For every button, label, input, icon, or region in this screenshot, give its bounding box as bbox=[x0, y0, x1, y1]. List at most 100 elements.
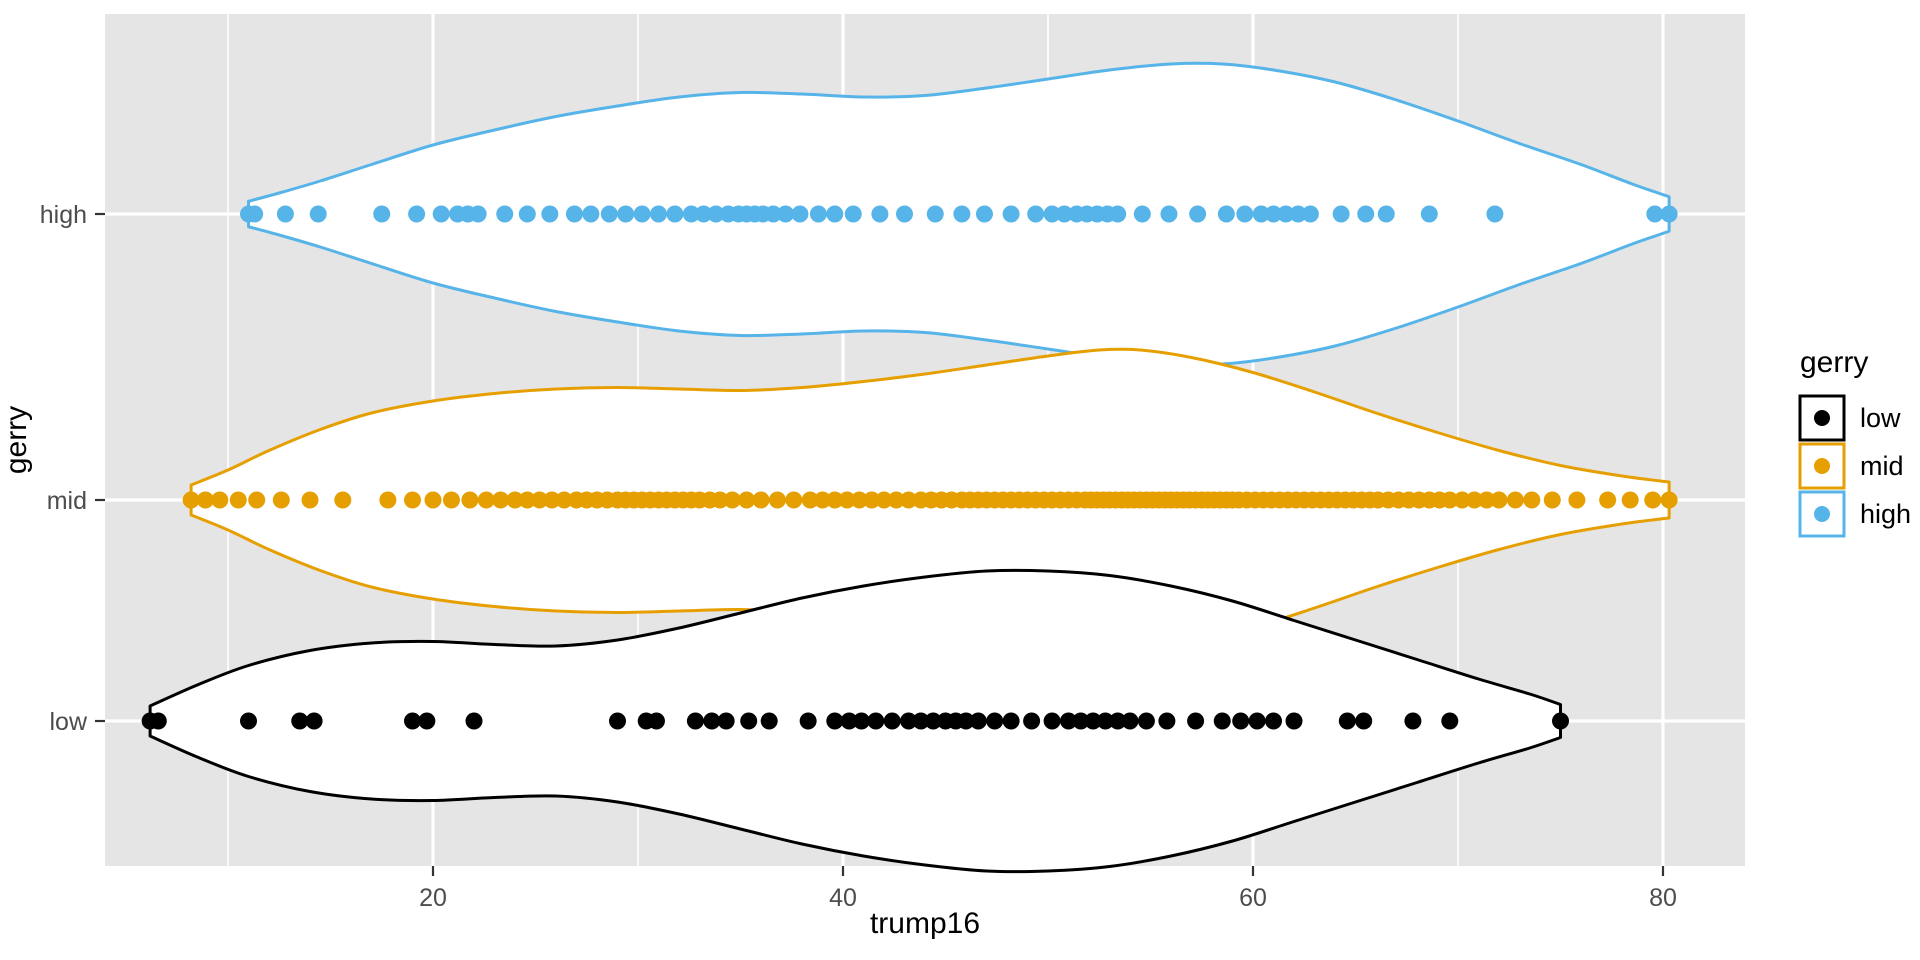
data-point bbox=[896, 205, 913, 223]
data-point bbox=[953, 205, 971, 223]
legend-item-mid[interactable]: mid bbox=[1798, 442, 1904, 490]
data-point bbox=[801, 491, 819, 509]
data-point bbox=[565, 205, 583, 223]
data-point bbox=[986, 712, 1004, 730]
data-point bbox=[650, 205, 667, 223]
data-point bbox=[1552, 712, 1569, 730]
data-point bbox=[432, 205, 450, 223]
data-point bbox=[246, 205, 264, 223]
data-point bbox=[826, 712, 844, 730]
data-point bbox=[309, 205, 327, 223]
data-point bbox=[531, 491, 549, 509]
data-point bbox=[229, 491, 247, 509]
violin-shapes-layer bbox=[148, 61, 1671, 874]
data-point bbox=[1023, 712, 1041, 730]
data-point bbox=[912, 712, 930, 730]
data-point bbox=[1599, 491, 1617, 509]
x-tick-label: 20 bbox=[419, 884, 447, 912]
data-point bbox=[840, 712, 858, 730]
data-point bbox=[1217, 205, 1235, 223]
data-point bbox=[1060, 712, 1077, 730]
data-point bbox=[633, 205, 651, 223]
data-point bbox=[717, 712, 735, 730]
data-point bbox=[1523, 491, 1541, 509]
data-point bbox=[1109, 205, 1127, 223]
y-tick-label-low: low bbox=[49, 708, 87, 736]
legend-key-dot-low bbox=[1814, 410, 1830, 426]
data-point bbox=[1002, 205, 1020, 223]
x-tick-label: 80 bbox=[1649, 884, 1677, 912]
x-axis-title: trump16 bbox=[870, 907, 980, 940]
data-point bbox=[1543, 491, 1561, 509]
data-point bbox=[408, 205, 426, 223]
data-point bbox=[477, 491, 495, 509]
data-point bbox=[703, 712, 721, 730]
data-point bbox=[1441, 491, 1459, 509]
legend-label-mid: mid bbox=[1860, 451, 1904, 481]
data-point bbox=[768, 491, 786, 509]
data-point bbox=[826, 491, 844, 509]
data-point bbox=[900, 491, 918, 509]
points-group-high bbox=[240, 205, 1678, 223]
data-point bbox=[852, 712, 870, 730]
data-point bbox=[518, 205, 536, 223]
data-point bbox=[276, 205, 294, 223]
data-point bbox=[1465, 491, 1483, 509]
data-point bbox=[492, 491, 510, 509]
data-point bbox=[682, 205, 700, 223]
data-point bbox=[1289, 205, 1307, 223]
data-point bbox=[1213, 712, 1231, 730]
data-point bbox=[418, 712, 436, 730]
data-point bbox=[924, 712, 942, 730]
data-point bbox=[1478, 491, 1496, 509]
data-point bbox=[1277, 205, 1295, 223]
data-point bbox=[1660, 491, 1678, 509]
data-point bbox=[785, 491, 803, 509]
data-point bbox=[1121, 712, 1139, 730]
data-point bbox=[711, 491, 729, 509]
data-point bbox=[814, 491, 831, 509]
data-point bbox=[334, 491, 352, 509]
data-point bbox=[1506, 491, 1524, 509]
data-point bbox=[900, 712, 918, 730]
data-point bbox=[442, 491, 460, 509]
data-point bbox=[379, 491, 397, 509]
data-point bbox=[1377, 205, 1395, 223]
data-point bbox=[404, 491, 421, 509]
data-point bbox=[1265, 205, 1282, 223]
data-point bbox=[469, 205, 487, 223]
data-point bbox=[240, 712, 257, 730]
legend-item-low[interactable]: low bbox=[1798, 394, 1901, 442]
data-point bbox=[1043, 712, 1061, 730]
data-point bbox=[291, 712, 309, 730]
data-point bbox=[826, 205, 844, 223]
x-tick-label: 40 bbox=[829, 884, 857, 912]
data-point bbox=[723, 491, 741, 509]
data-point bbox=[465, 712, 483, 730]
data-point bbox=[838, 491, 856, 509]
data-point bbox=[975, 205, 993, 223]
data-point bbox=[182, 491, 200, 509]
legend-layer: gerry low mid high bbox=[1798, 346, 1911, 538]
data-point bbox=[926, 205, 944, 223]
legend-item-high[interactable]: high bbox=[1798, 490, 1911, 538]
data-point bbox=[1285, 712, 1303, 730]
data-point bbox=[850, 491, 868, 509]
y-tick-label-high: high bbox=[40, 201, 87, 229]
data-point bbox=[1043, 205, 1061, 223]
data-point bbox=[600, 205, 618, 223]
data-point bbox=[777, 205, 795, 223]
data-point bbox=[875, 491, 893, 509]
data-point bbox=[969, 712, 987, 730]
data-point bbox=[1137, 712, 1155, 730]
data-point bbox=[1441, 712, 1459, 730]
data-point bbox=[1265, 712, 1282, 730]
data-point bbox=[1453, 491, 1471, 509]
data-point bbox=[272, 491, 290, 509]
data-point bbox=[1568, 491, 1586, 509]
data-point bbox=[1109, 712, 1127, 730]
data-point bbox=[1301, 205, 1319, 223]
legend-label-high: high bbox=[1860, 499, 1911, 529]
